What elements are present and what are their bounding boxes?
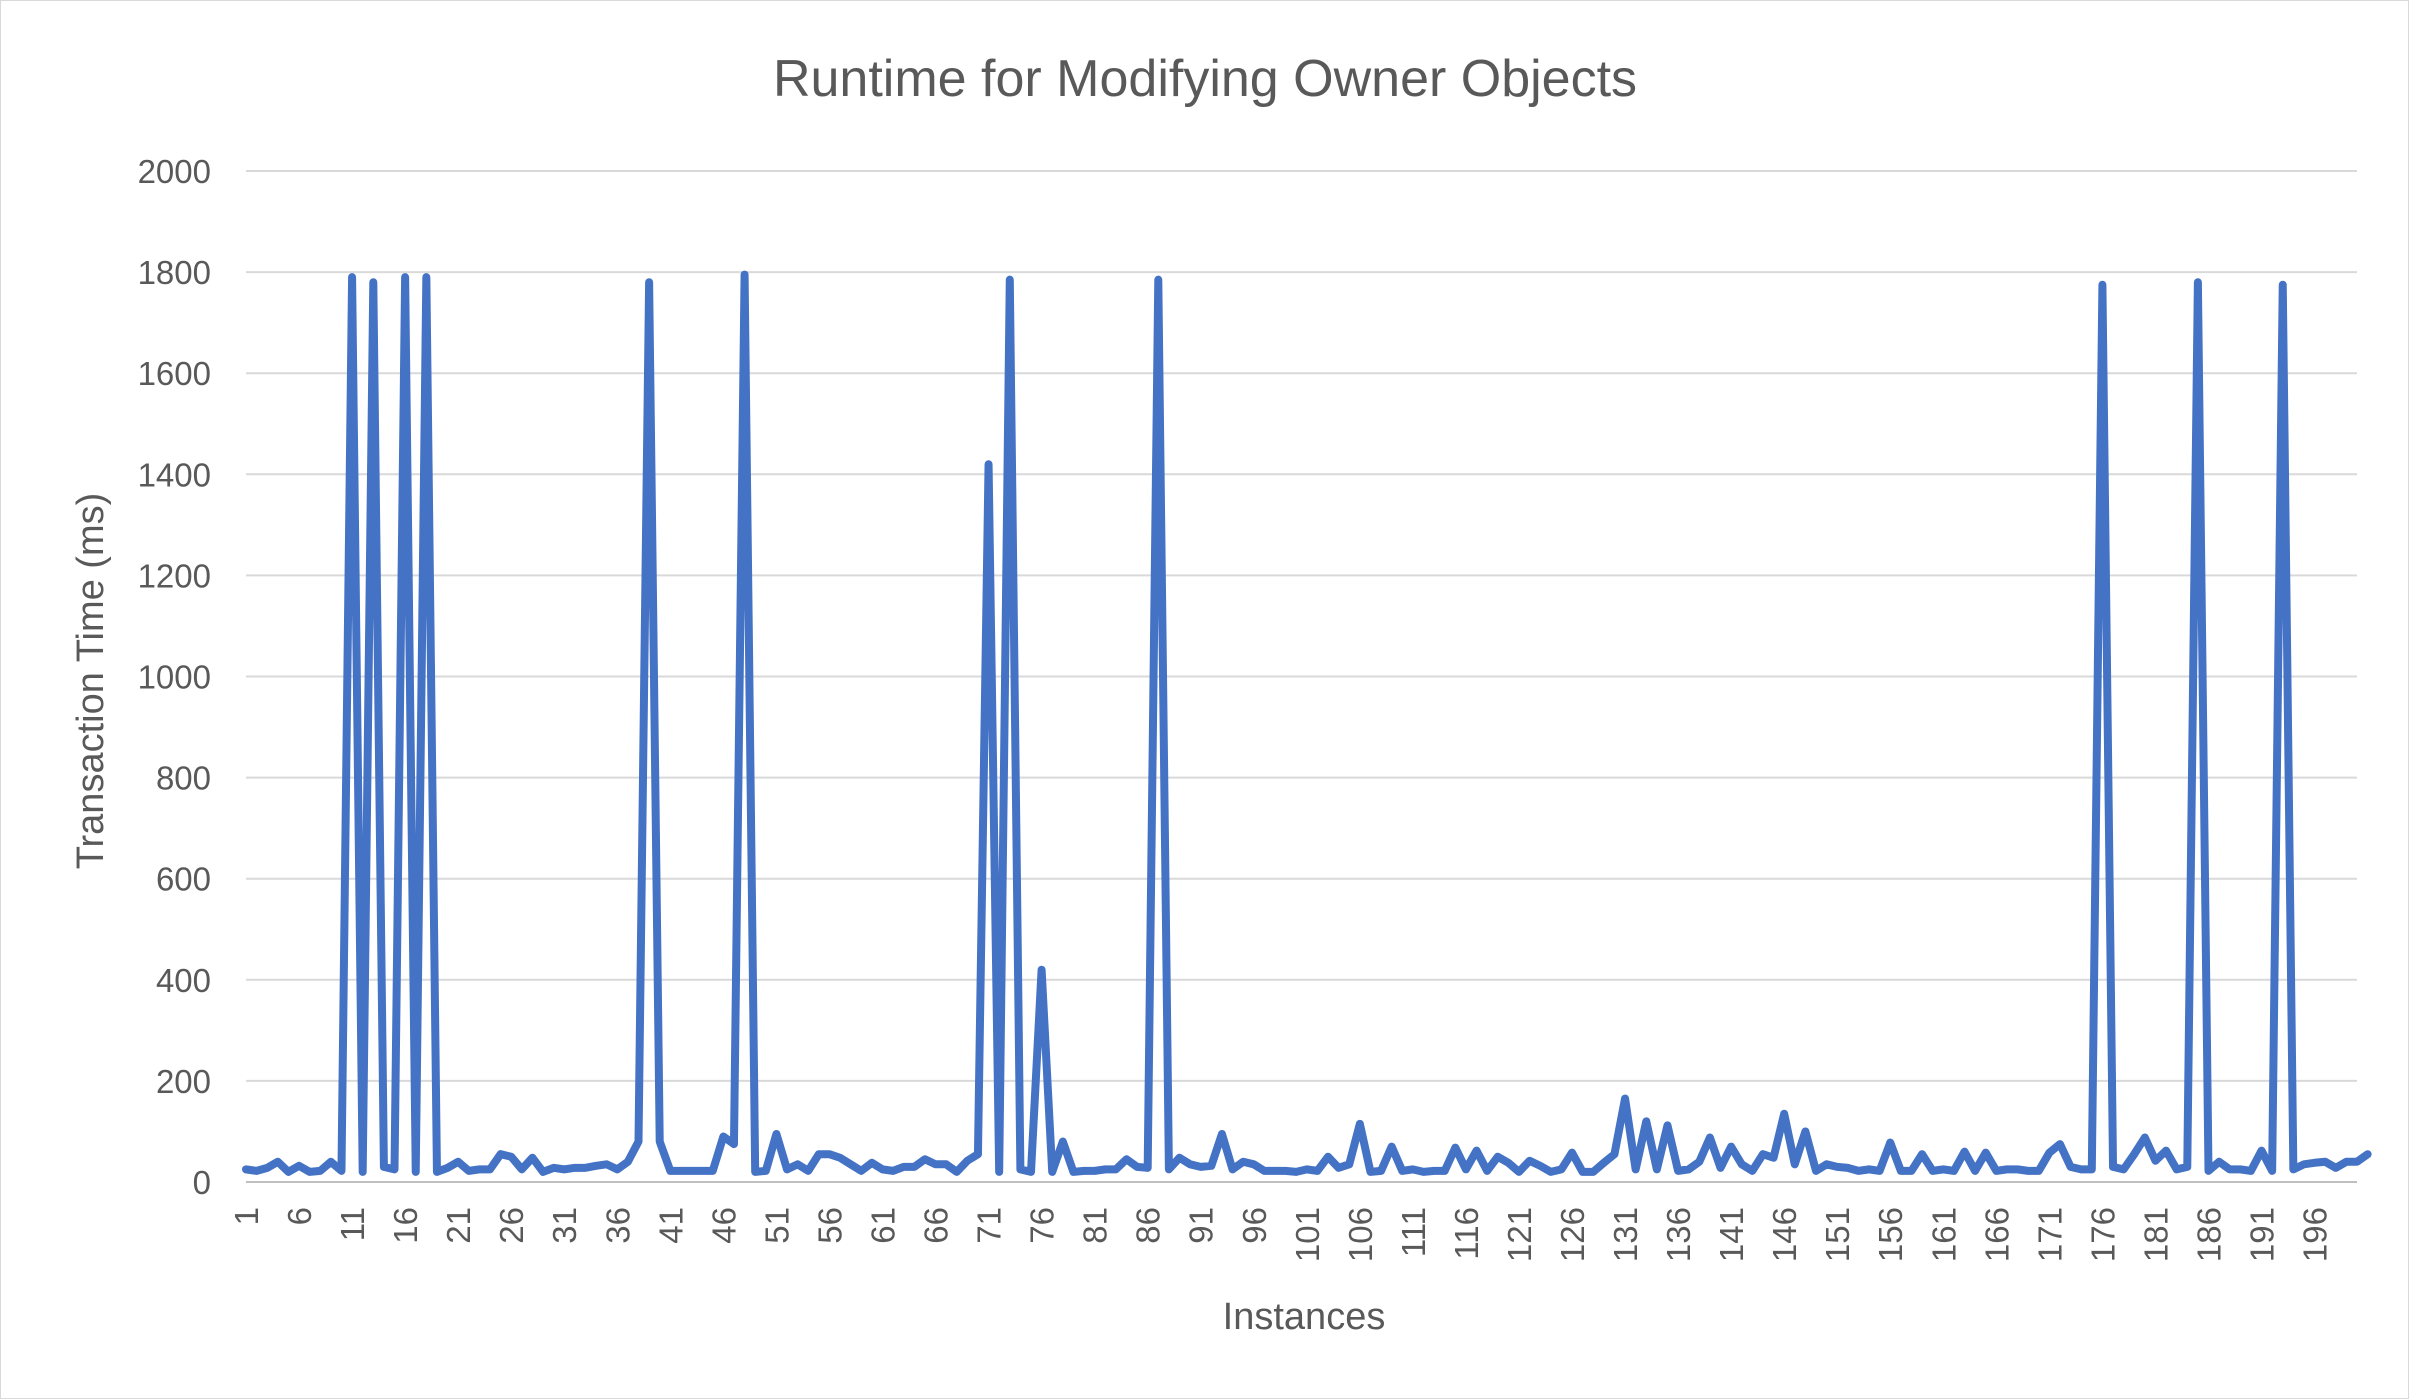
chart-title: Runtime for Modifying Owner Objects (773, 50, 1637, 108)
y-axis-ticks: 0 200 400 600 800 1000 1200 1400 1600 1800 2000 (138, 153, 211, 1201)
x-tick-label: 56 (811, 1207, 848, 1244)
x-tick-label: 136 (1660, 1207, 1697, 1262)
x-axis-label: Instances (1223, 1296, 1386, 1338)
x-tick-label: 21 (440, 1207, 477, 1244)
x-tick-label: 196 (2297, 1207, 2334, 1262)
x-tick-label: 31 (546, 1207, 583, 1244)
x-tick-label: 11 (334, 1207, 371, 1241)
x-tick-label: 41 (652, 1207, 689, 1244)
x-tick-label: 166 (1978, 1207, 2015, 1262)
x-tick-label: 191 (2244, 1207, 2281, 1262)
y-tick-label: 1800 (138, 254, 211, 291)
x-tick-label: 176 (2084, 1207, 2121, 1262)
x-tick-label: 131 (1607, 1207, 1644, 1262)
x-tick-label: 171 (2031, 1207, 2068, 1262)
x-tick-label: 61 (864, 1207, 901, 1244)
y-tick-label: 400 (156, 962, 211, 999)
y-tick-label: 0 (193, 1164, 211, 1201)
x-tick-label: 146 (1766, 1207, 1803, 1262)
y-tick-label: 1200 (138, 557, 211, 594)
x-tick-label: 106 (1342, 1207, 1379, 1262)
x-axis-ticks: 1 6 11 16 21 26 31 36 41 46 51 56 61 66 71 76 81 86 91 96 10… (228, 1207, 2334, 1262)
x-tick-label: 111 (1395, 1207, 1432, 1257)
x-tick-label: 71 (971, 1207, 1008, 1244)
x-tick-label: 46 (705, 1207, 742, 1244)
y-tick-label: 800 (156, 760, 211, 797)
x-tick-label: 16 (387, 1207, 424, 1244)
x-tick-label: 86 (1130, 1207, 1167, 1244)
x-tick-label: 121 (1501, 1207, 1538, 1262)
x-tick-label: 156 (1872, 1207, 1909, 1262)
x-tick-label: 36 (599, 1207, 636, 1244)
gridlines (246, 170, 2357, 1082)
y-tick-label: 2000 (138, 153, 211, 190)
x-tick-label: 116 (1448, 1207, 1485, 1260)
x-tick-label: 91 (1183, 1207, 1220, 1244)
x-tick-label: 181 (2137, 1207, 2174, 1262)
x-tick-label: 66 (918, 1207, 955, 1244)
x-tick-label: 1 (228, 1207, 265, 1225)
y-tick-label: 1600 (138, 355, 211, 392)
x-tick-label: 6 (281, 1207, 318, 1225)
y-tick-label: 1400 (138, 456, 211, 493)
y-tick-label: 200 (156, 1063, 211, 1100)
series-layer (242, 270, 2372, 1176)
y-axis-label: Transaction Time (ms) (70, 493, 112, 870)
x-tick-label: 186 (2190, 1207, 2227, 1262)
x-tick-label: 26 (493, 1207, 530, 1244)
x-tick-label: 96 (1236, 1207, 1273, 1244)
y-tick-label: 600 (156, 861, 211, 898)
x-tick-label: 101 (1289, 1207, 1326, 1262)
y-tick-label: 1000 (138, 659, 211, 696)
x-tick-label: 161 (1925, 1207, 1962, 1262)
x-tick-label: 76 (1024, 1207, 1061, 1244)
x-tick-label: 51 (758, 1207, 795, 1244)
series-line-0 (242, 270, 2372, 1176)
x-tick-label: 141 (1713, 1207, 1750, 1262)
x-tick-label: 81 (1077, 1207, 1114, 1244)
x-tick-label: 126 (1554, 1207, 1591, 1262)
x-tick-label: 151 (1819, 1207, 1856, 1262)
